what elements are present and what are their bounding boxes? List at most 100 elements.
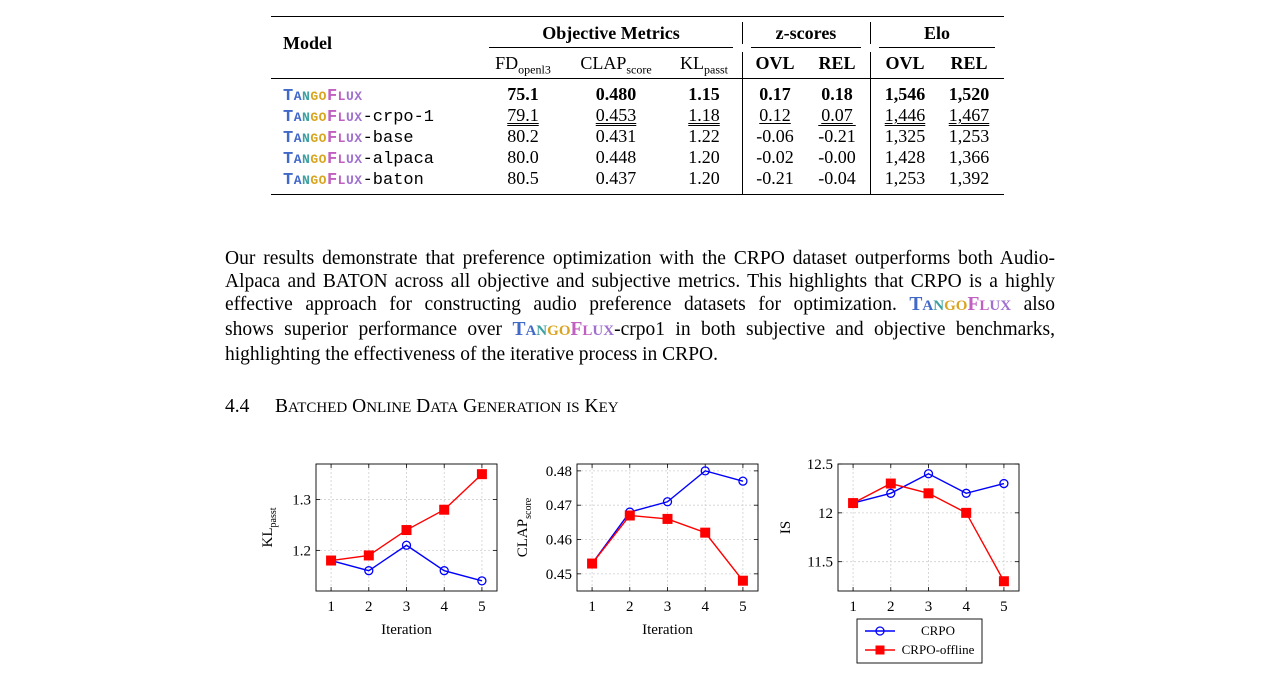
data-point-crpo-offline [363, 550, 374, 561]
paragraph-line: effective approach for constructing audi… [225, 294, 1055, 315]
data-point-crpo [439, 566, 449, 576]
x-tick-label: 1 [849, 599, 857, 615]
table-cell-fd: 79.1 [507, 105, 539, 125]
table-cell-elo-ovl: 1,546 [884, 84, 926, 104]
header-elo-ovl: OVL [885, 53, 925, 73]
data-point-crpo-offline [700, 527, 711, 538]
plot-frame [315, 463, 498, 592]
table-cell-elo-ovl: 1,428 [884, 147, 926, 167]
paragraph-line: highlighting the effectiveness of the it… [225, 344, 718, 365]
data-point-crpo [625, 507, 635, 517]
body-paragraph: Our results demonstrate that preference … [225, 247, 1055, 366]
paragraph-line: shows superior performance over TANGOFLU… [225, 319, 1056, 340]
x-tick-label: 4 [701, 599, 709, 615]
data-point-crpo [364, 566, 374, 576]
y-tick-label: 0.48 [546, 464, 572, 480]
data-point-crpo-offline [439, 504, 450, 515]
table-cell-clap: 0.448 [595, 147, 637, 167]
model-name: TANGOFLUX-alpaca [283, 150, 435, 169]
chart-2: 1 2 3 4 5 0.45 0.46 0.47 0.48 Iteration CLAPscore [515, 463, 759, 638]
x-tick-label: 5 [1000, 599, 1008, 615]
section-heading: 4.4 BATCHED ONLINE DATA GENERATION IS KEY [225, 396, 619, 418]
objective-cmidrule [489, 47, 733, 48]
zscores-cmidrule [751, 47, 861, 48]
table-cell-elo-ovl: 1,446 [884, 105, 926, 125]
data-point-crpo-offline [885, 478, 896, 489]
table-cell-elo-rel: 1,366 [948, 147, 990, 167]
tangoflux-wordmark: TANGOFLUX [909, 294, 1012, 315]
data-point-crpo [401, 540, 412, 550]
table-cell-z-rel: -0.21 [818, 126, 856, 146]
chart-1: 1 2 3 4 5 1.2 1.3 Iteration KLpasst [260, 463, 498, 638]
header-z-ovl: OVL [755, 53, 795, 73]
data-point-crpo [738, 476, 748, 486]
data-point-crpo [477, 576, 487, 586]
table-bottom-rule [271, 194, 1004, 195]
legend-label: CRPO-offline [902, 642, 975, 657]
data-point-crpo-offline [961, 507, 972, 518]
data-point-crpo [886, 488, 896, 498]
y-tick-label: 1.3 [292, 493, 311, 509]
table-cell-elo-rel: 1,520 [948, 84, 990, 104]
paragraph-line: Our results demonstrate that preference … [225, 248, 1055, 269]
data-point-crpo [961, 488, 971, 498]
tangoflux-wordmark: TANGOFLUX [512, 319, 615, 340]
data-point-crpo-offline [476, 469, 487, 480]
y-axis-label: CLAPscore [515, 497, 534, 557]
data-point-crpo [326, 555, 336, 566]
table-cell-elo-ovl: 1,325 [884, 126, 926, 146]
y-tick-label: 12 [818, 506, 833, 522]
y-tick-label: 0.47 [546, 498, 573, 514]
y-tick-label: 0.46 [546, 533, 573, 549]
section-title: BATCHED ONLINE DATA GENERATION IS KEY [275, 396, 619, 417]
y-axis-label: KLpasst [260, 507, 279, 547]
table-cell-fd: 80.5 [507, 168, 539, 188]
data-point-crpo [700, 466, 710, 476]
y-tick-label: 12.5 [807, 457, 833, 473]
x-tick-label: 1 [327, 599, 335, 615]
data-point-crpo-offline [624, 510, 635, 521]
x-tick-label: 2 [365, 599, 373, 615]
paragraph-line: Alpaca and BATON across all objective an… [225, 271, 1055, 292]
model-name: TANGOFLUX [283, 87, 363, 106]
elo-cmidrule [879, 47, 995, 48]
series-line-crpo-offline [330, 473, 483, 562]
x-tick-label: 4 [962, 599, 970, 615]
data-point-crpo [587, 558, 597, 569]
table-cell-kl: 1.18 [688, 105, 720, 125]
section-number: 4.4 [225, 396, 250, 417]
x-tick-label: 4 [440, 599, 448, 615]
table-cell-z-ovl: -0.21 [756, 168, 794, 188]
table-cell-fd: 75.1 [507, 84, 539, 104]
table-top-rule [271, 16, 1004, 17]
header-elo: Elo [923, 23, 950, 43]
table-vline [742, 22, 743, 44]
table-cell-z-rel: 0.18 [821, 84, 853, 104]
model-name: TANGOFLUX-base [283, 129, 414, 148]
data-point-crpo-offline [923, 488, 934, 499]
table-cell-z-rel: -0.04 [818, 168, 856, 188]
legend-label: CRPO [921, 623, 955, 638]
header-clap: CLAPscore [580, 53, 652, 77]
series-line-crpo [852, 472, 1005, 504]
table-cell-elo-rel: 1,392 [948, 168, 990, 188]
table-cell-clap: 0.431 [595, 126, 637, 146]
data-point-crpo [848, 498, 858, 508]
table-cell-z-ovl: 0.17 [759, 84, 791, 104]
table-cell-kl: 1.22 [688, 126, 720, 146]
series-line-crpo [330, 544, 483, 582]
series-line-crpo-offline [591, 514, 744, 582]
x-tick-label: 3 [664, 599, 672, 615]
y-tick-label: 11.5 [807, 555, 833, 571]
header-z-scores: z-scores [775, 23, 837, 43]
table-cell-elo-rel: 1,467 [948, 105, 990, 125]
table-cell-kl: 1.20 [688, 147, 720, 167]
table-cell-z-rel: 0.07 [821, 105, 853, 125]
data-point-crpo-offline [848, 498, 859, 509]
table-cell-z-ovl: -0.06 [756, 126, 794, 146]
table-cell-fd: 80.2 [507, 126, 539, 146]
table-cell-elo-rel: 1,253 [948, 126, 990, 146]
y-tick-label: 1.2 [292, 543, 311, 559]
x-tick-label: 3 [925, 599, 933, 615]
y-axis-label: IS [778, 521, 794, 534]
